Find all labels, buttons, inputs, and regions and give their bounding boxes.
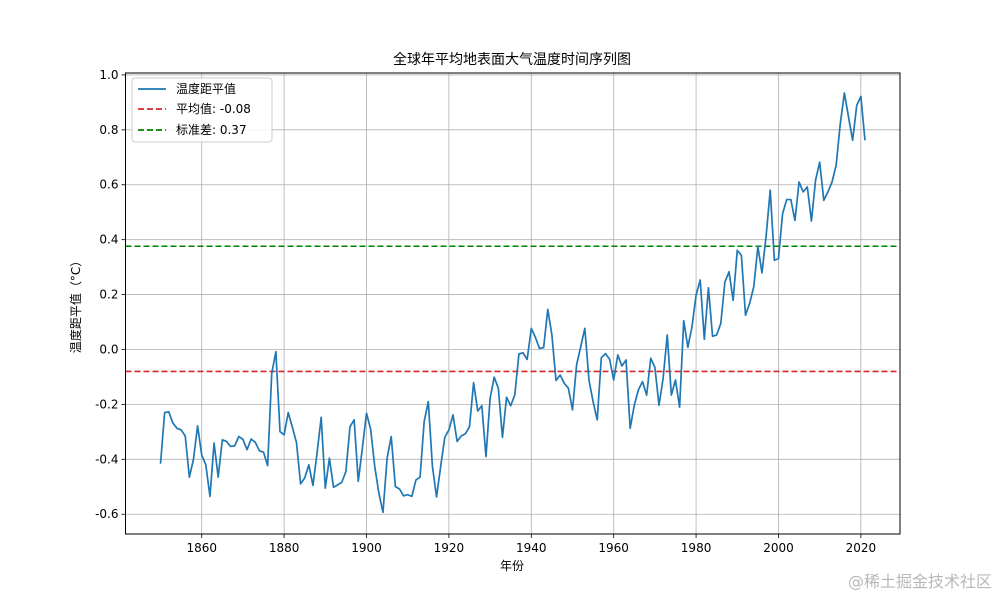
y-axis-label: 温度距平值（°C）	[68, 255, 83, 353]
y-axis: -0.6 -0.4 -0.2 0.0 0.2 0.4 0.6 0.8 1.0	[95, 68, 126, 521]
series-layer	[159, 92, 866, 514]
legend: 温度距平值 平均值: -0.08 标准差: 0.37	[131, 77, 273, 143]
chart-title: 全球年平均地表面大气温度时间序列图	[393, 51, 631, 68]
grid	[125, 73, 900, 534]
legend-label-mean: 平均值: -0.08	[176, 101, 251, 116]
y-tick-label: -0.6	[95, 507, 118, 521]
legend-box	[131, 77, 273, 143]
y-tick-label: -0.2	[95, 397, 118, 411]
x-tick-label: 1980	[681, 541, 712, 555]
x-tick-label: 1860	[186, 541, 217, 555]
legend-label-series: 温度距平值	[176, 81, 236, 96]
y-tick-label: 0.2	[99, 288, 118, 302]
y-tick-label: 0.6	[99, 178, 118, 192]
y-tick-label: 0.8	[99, 123, 118, 137]
watermark: @稀土掘金技术社区	[847, 572, 992, 591]
y-tick-label: 1.0	[99, 68, 118, 82]
x-tick-label: 1940	[516, 541, 547, 555]
x-tick-label: 2000	[763, 541, 794, 555]
series-line	[159, 92, 866, 514]
y-tick-label: 0.4	[99, 233, 118, 247]
x-tick-label: 1920	[434, 541, 465, 555]
legend-label-std: 标准差: 0.37	[176, 123, 247, 137]
x-tick-label: 1880	[269, 541, 300, 555]
series-points	[160, 93, 865, 513]
x-tick-label: 2020	[846, 541, 877, 555]
x-axis: 1860 1880 1900 1920 1940 1960 1980 2000 2020	[186, 534, 876, 555]
plot-frame	[125, 72, 901, 535]
x-tick-label: 1960	[598, 541, 629, 555]
y-tick-label: 0.0	[99, 342, 118, 356]
x-tick-label: 1900	[351, 541, 382, 555]
reference-lines	[125, 245, 900, 373]
x-axis-label: 年份	[500, 559, 524, 573]
y-tick-label: -0.4	[95, 452, 118, 466]
